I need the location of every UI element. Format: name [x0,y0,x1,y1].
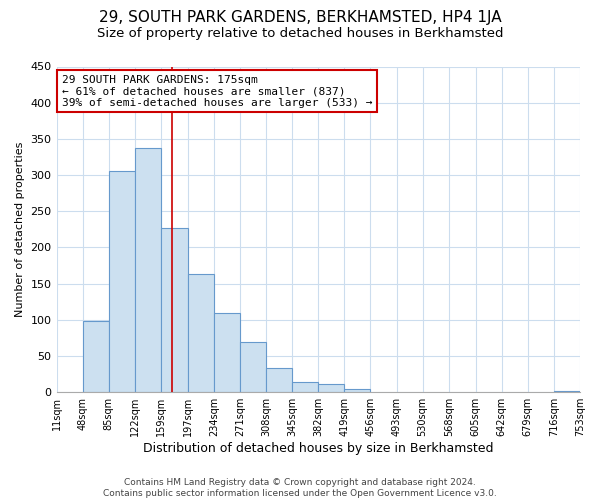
Bar [240,342,266,392]
Text: 29, SOUTH PARK GARDENS, BERKHAMSTED, HP4 1JA: 29, SOUTH PARK GARDENS, BERKHAMSTED, HP4… [98,10,502,25]
Bar [554,391,580,392]
Y-axis label: Number of detached properties: Number of detached properties [15,142,25,317]
Text: 29 SOUTH PARK GARDENS: 175sqm
← 61% of detached houses are smaller (837)
39% of : 29 SOUTH PARK GARDENS: 175sqm ← 61% of d… [62,74,372,108]
Bar [292,382,318,392]
Bar [188,274,214,392]
Bar [266,368,292,392]
Bar [161,228,188,392]
Bar [109,172,135,392]
Bar [83,322,109,392]
Bar [135,148,161,392]
Bar [344,388,370,392]
Text: Contains HM Land Registry data © Crown copyright and database right 2024.
Contai: Contains HM Land Registry data © Crown c… [103,478,497,498]
X-axis label: Distribution of detached houses by size in Berkhamsted: Distribution of detached houses by size … [143,442,494,455]
Bar [318,384,344,392]
Bar [214,314,240,392]
Text: Size of property relative to detached houses in Berkhamsted: Size of property relative to detached ho… [97,28,503,40]
